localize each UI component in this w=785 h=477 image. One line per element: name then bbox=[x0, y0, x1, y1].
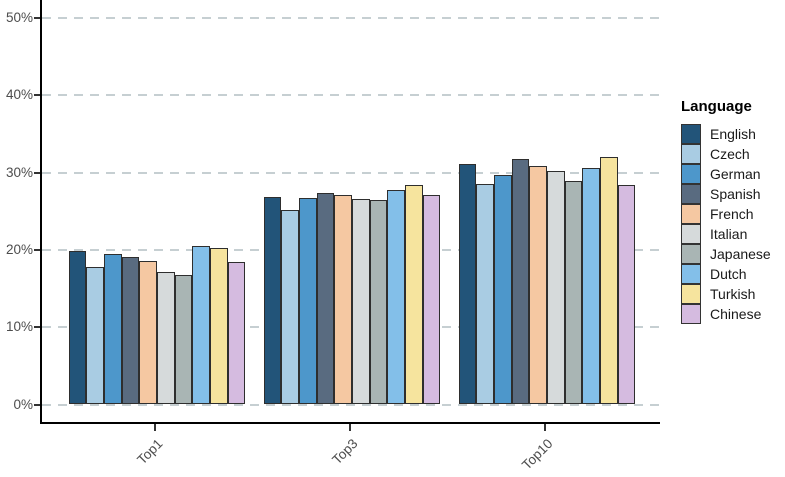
legend-items: English Czech German Spanish French Italian Ja… bbox=[681, 123, 785, 324]
bar-spanish-top1 bbox=[121, 256, 140, 405]
y-tick-label-40%: 40% bbox=[5, 87, 33, 103]
legend-item-french: French bbox=[681, 203, 785, 224]
gridline-0% bbox=[42, 403, 660, 406]
legend-label-french: French bbox=[710, 206, 754, 222]
bar-czech-top1 bbox=[86, 266, 104, 405]
bar-italian-top3 bbox=[352, 198, 370, 405]
legend-label-spanish: Spanish bbox=[710, 186, 761, 202]
bar-turkish-top10 bbox=[600, 157, 618, 405]
legend-swatch-english bbox=[681, 123, 701, 144]
legend-item-turkish: Turkish bbox=[681, 283, 785, 304]
bar-spanish-top10 bbox=[511, 159, 530, 405]
legend-label-german: German bbox=[710, 166, 761, 182]
legend-label-czech: Czech bbox=[710, 146, 750, 162]
legend-item-english: English bbox=[681, 123, 785, 144]
y-tick-label-10%: 10% bbox=[5, 319, 33, 335]
legend-label-chinese: Chinese bbox=[710, 306, 762, 322]
x-tick-mark-top1 bbox=[154, 424, 156, 431]
legend-title: Language bbox=[681, 98, 752, 115]
legend-swatch-czech bbox=[681, 143, 701, 164]
legend-swatch-turkish bbox=[681, 283, 701, 304]
x-tick-mark-top3 bbox=[349, 424, 351, 431]
x-tick-label-top3: Top3 bbox=[329, 436, 361, 468]
bar-czech-top10 bbox=[476, 184, 494, 405]
legend-swatch-italian bbox=[681, 223, 701, 244]
bar-french-top1 bbox=[139, 260, 157, 405]
x-tick-label-top1: Top1 bbox=[134, 436, 166, 468]
gridline-30% bbox=[42, 171, 660, 174]
bar-turkish-top3 bbox=[405, 184, 423, 405]
bar-dutch-top10 bbox=[582, 167, 601, 405]
gridline-50% bbox=[42, 17, 660, 19]
bar-dutch-top1 bbox=[192, 246, 211, 405]
legend-item-spanish: Spanish bbox=[681, 183, 785, 204]
legend-label-turkish: Turkish bbox=[710, 286, 756, 302]
y-tick-label-20%: 20% bbox=[5, 241, 33, 257]
bar-italian-top1 bbox=[157, 271, 175, 405]
legend-swatch-japanese bbox=[681, 243, 701, 264]
bar-french-top10 bbox=[529, 165, 547, 405]
legend-label-english: English bbox=[710, 126, 756, 142]
plot-panel bbox=[40, 0, 660, 424]
legend-swatch-chinese bbox=[681, 303, 701, 324]
y-tick-label-0%: 0% bbox=[13, 396, 33, 412]
bar-english-top1 bbox=[68, 250, 87, 405]
legend-label-italian: Italian bbox=[710, 226, 748, 242]
bar-japanese-top10 bbox=[564, 181, 583, 405]
bar-chinese-top1 bbox=[227, 262, 246, 405]
y-tick-mark-10% bbox=[34, 326, 40, 329]
legend-swatch-german bbox=[681, 163, 701, 184]
legend-swatch-dutch bbox=[681, 263, 701, 284]
bar-dutch-top3 bbox=[387, 190, 406, 405]
legend-swatch-french bbox=[681, 203, 701, 224]
bar-english-top10 bbox=[458, 164, 477, 405]
bar-turkish-top1 bbox=[210, 247, 228, 405]
y-tick-mark-0% bbox=[34, 403, 40, 406]
legend-item-italian: Italian bbox=[681, 223, 785, 244]
bar-french-top3 bbox=[334, 195, 352, 405]
bar-german-top3 bbox=[298, 198, 317, 405]
y-tick-mark-20% bbox=[34, 248, 40, 251]
gridline-40% bbox=[42, 94, 660, 97]
bar-english-top3 bbox=[263, 196, 282, 405]
y-tick-mark-30% bbox=[34, 171, 40, 174]
legend-item-japanese: Japanese bbox=[681, 243, 785, 264]
bar-japanese-top1 bbox=[174, 274, 193, 405]
x-tick-mark-top10 bbox=[544, 424, 546, 431]
legend-item-chinese: Chinese bbox=[681, 303, 785, 324]
bar-german-top1 bbox=[103, 253, 122, 405]
y-tick-mark-50% bbox=[34, 17, 40, 19]
legend-item-german: German bbox=[681, 163, 785, 184]
bar-czech-top3 bbox=[281, 209, 299, 405]
y-tick-label-50%: 50% bbox=[5, 10, 33, 25]
y-tick-mark-40% bbox=[34, 94, 40, 97]
bar-chinese-top10 bbox=[617, 184, 636, 405]
bar-japanese-top3 bbox=[369, 199, 388, 405]
bar-chinese-top3 bbox=[422, 195, 441, 405]
x-tick-label-top10: Top10 bbox=[518, 436, 556, 473]
legend: Language English Czech German Spanish French… bbox=[681, 98, 785, 324]
legend-item-czech: Czech bbox=[681, 143, 785, 164]
y-tick-label-30%: 30% bbox=[5, 164, 33, 180]
bar-german-top10 bbox=[493, 174, 512, 405]
legend-label-dutch: Dutch bbox=[710, 266, 747, 282]
bar-spanish-top3 bbox=[316, 192, 335, 405]
legend-label-japanese: Japanese bbox=[710, 246, 771, 262]
legend-item-dutch: Dutch bbox=[681, 263, 785, 284]
bar-italian-top10 bbox=[547, 171, 565, 405]
legend-swatch-spanish bbox=[681, 183, 701, 204]
